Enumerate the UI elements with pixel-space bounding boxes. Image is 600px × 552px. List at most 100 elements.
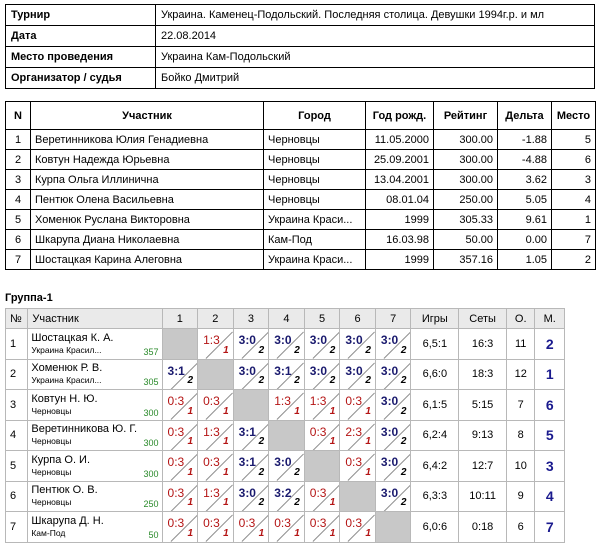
match-points: 2 [294,497,300,508]
group-row: 6 Пентюк О. В. Черновцы 250 0:3 1 1:3 1 3:0 2 3:2 2… [4,480,565,512]
match-points: 1 [187,497,194,508]
column-header: Дельта [497,101,552,130]
diagonal-divider-icon [205,484,233,511]
match-score: 3:0 [380,455,399,469]
info-row-tournament: Турнир Украина. Каменец-Подольский. Посл… [5,4,595,26]
match-score-cell: 0:3 1 [197,450,234,482]
match-points: 2 [187,375,194,386]
participant-city: Кам-Под [263,229,366,250]
match-points: 2 [294,466,300,478]
diagonal-divider-icon [348,362,375,389]
match-score-cell: 3:2 2 [268,480,305,512]
match-score-cell: 0:3 1 [161,480,199,512]
player-cell: Хоменюк Р. В. Украина Красил... 305 [27,358,163,390]
group-row: 1 Шостацкая К. А. Украина Красил... 357 1:3 1… [4,328,565,360]
participant-city: Украина Краси... [263,249,366,270]
match-score-cell: 0:3 1 [197,389,234,421]
match-score: 3:0 [238,485,256,500]
points-value: 8 [505,419,536,451]
points-value: 7 [505,389,536,421]
diagonal-divider-icon [312,331,339,359]
table-row: 4 Пентюк Олена Васильевна Черновцы 08.01.04… [5,189,596,210]
player-name: Хоменюк Р. В. [31,362,103,375]
column-header: N [5,101,31,130]
match-score-cell: 0:3 1 [303,419,341,451]
diagonal-divider-icon [276,453,304,481]
player-cell: Курпа О. И. Черновцы 300 [27,450,163,482]
player-city: Черновцы [31,436,72,447]
rating-value: 300.00 [433,129,498,150]
table-row: 5 Хоменюк Руслана Викторовна Украина Краси… [5,209,596,230]
group-place-value: 2 [534,328,565,360]
match-score-cell: 0:3 1 [339,389,376,421]
self-match-cell [161,328,199,360]
table-row: 3 Курпа Ольга Иллинична Черновцы 13.04.2001… [5,169,596,190]
match-score: 3:0 [309,333,328,347]
match-score: 1:3 [274,394,291,408]
match-score-cell: 0:3 1 [339,450,376,482]
match-score-cell: 3:0 2 [374,450,412,482]
match-points: 2 [400,375,407,386]
match-score-cell: 3:0 2 [303,358,341,390]
match-score: 0:3 [167,424,185,439]
diagonal-divider-icon [170,484,197,511]
info-row-organizer: Организатор / судья Бойко Дмитрий [5,67,595,89]
match-score: 1:3 [309,394,327,408]
column-header-sets: Сеты [458,308,507,329]
match-score: 0:3 [345,394,363,408]
self-match-cell [197,358,234,390]
match-score: 3:0 [380,485,399,500]
column-header-opponent: 4 [268,308,305,329]
diagonal-divider-icon [383,453,410,481]
points-value: 12 [505,358,536,390]
participant-name: Ковтун Надежда Юрьевна [30,149,264,170]
match-score: 0:3 [309,485,327,500]
delta-value: 3.62 [497,169,552,190]
match-score: 3:1 [238,424,256,439]
match-score-cell: 3:1 2 [161,358,199,390]
player-rating: 300 [143,407,159,418]
group-row-number: 4 [4,419,29,451]
participant-city: Черновцы [263,129,366,150]
info-value: Украина. Каменец-Подольский. Последняя с… [155,4,595,26]
group-place-value: 5 [534,419,565,451]
group-row: 4 Веретинникова Ю. Г. Черновцы 300 0:3 1 1:3 1 3… [4,419,565,451]
rating-value: 357.16 [433,249,498,270]
match-score: 3:0 [309,363,328,378]
match-score-cell: 3:1 2 [232,419,270,451]
match-points: 2 [258,497,265,508]
column-header: Год рожд. [365,101,434,130]
table-row: 2 Ковтун Надежда Юрьевна Черновцы 25.09.200… [5,149,596,170]
diagonal-divider-icon [276,514,304,542]
match-score-cell: 1:3 1 [197,419,234,451]
match-score-cell: 3:0 2 [268,328,305,360]
diagonal-divider-icon [276,362,304,389]
rating-value: 300.00 [433,149,498,170]
row-number: 4 [5,189,31,210]
sets-value: 12:7 [458,450,507,482]
match-score: 0:3 [167,485,185,500]
match-score-cell: 3:0 2 [303,328,341,360]
diagonal-divider-icon [170,423,197,450]
match-score-cell: 3:0 2 [374,358,412,390]
match-score: 0:3 [167,394,185,408]
column-header-points: О. [505,308,536,329]
participant-name: Хоменюк Руслана Викторовна [30,209,264,230]
match-points: 2 [329,375,336,386]
match-score: 0:3 [309,424,327,439]
match-points: 1 [329,527,336,539]
match-points: 1 [187,466,194,478]
self-match-cell [303,450,341,482]
games-value: 6,6:0 [410,358,460,390]
row-number: 1 [5,129,31,150]
group-place-value: 1 [534,358,565,390]
match-points: 1 [223,344,229,356]
match-points: 1 [223,527,229,539]
diagonal-divider-icon [205,514,233,542]
group-row-number: 7 [4,511,29,543]
match-score-cell: 0:3 1 [161,511,199,543]
match-points: 2 [258,344,265,356]
diagonal-divider-icon [383,484,410,511]
games-value: 6,3:3 [410,480,460,512]
match-points: 1 [223,466,229,478]
